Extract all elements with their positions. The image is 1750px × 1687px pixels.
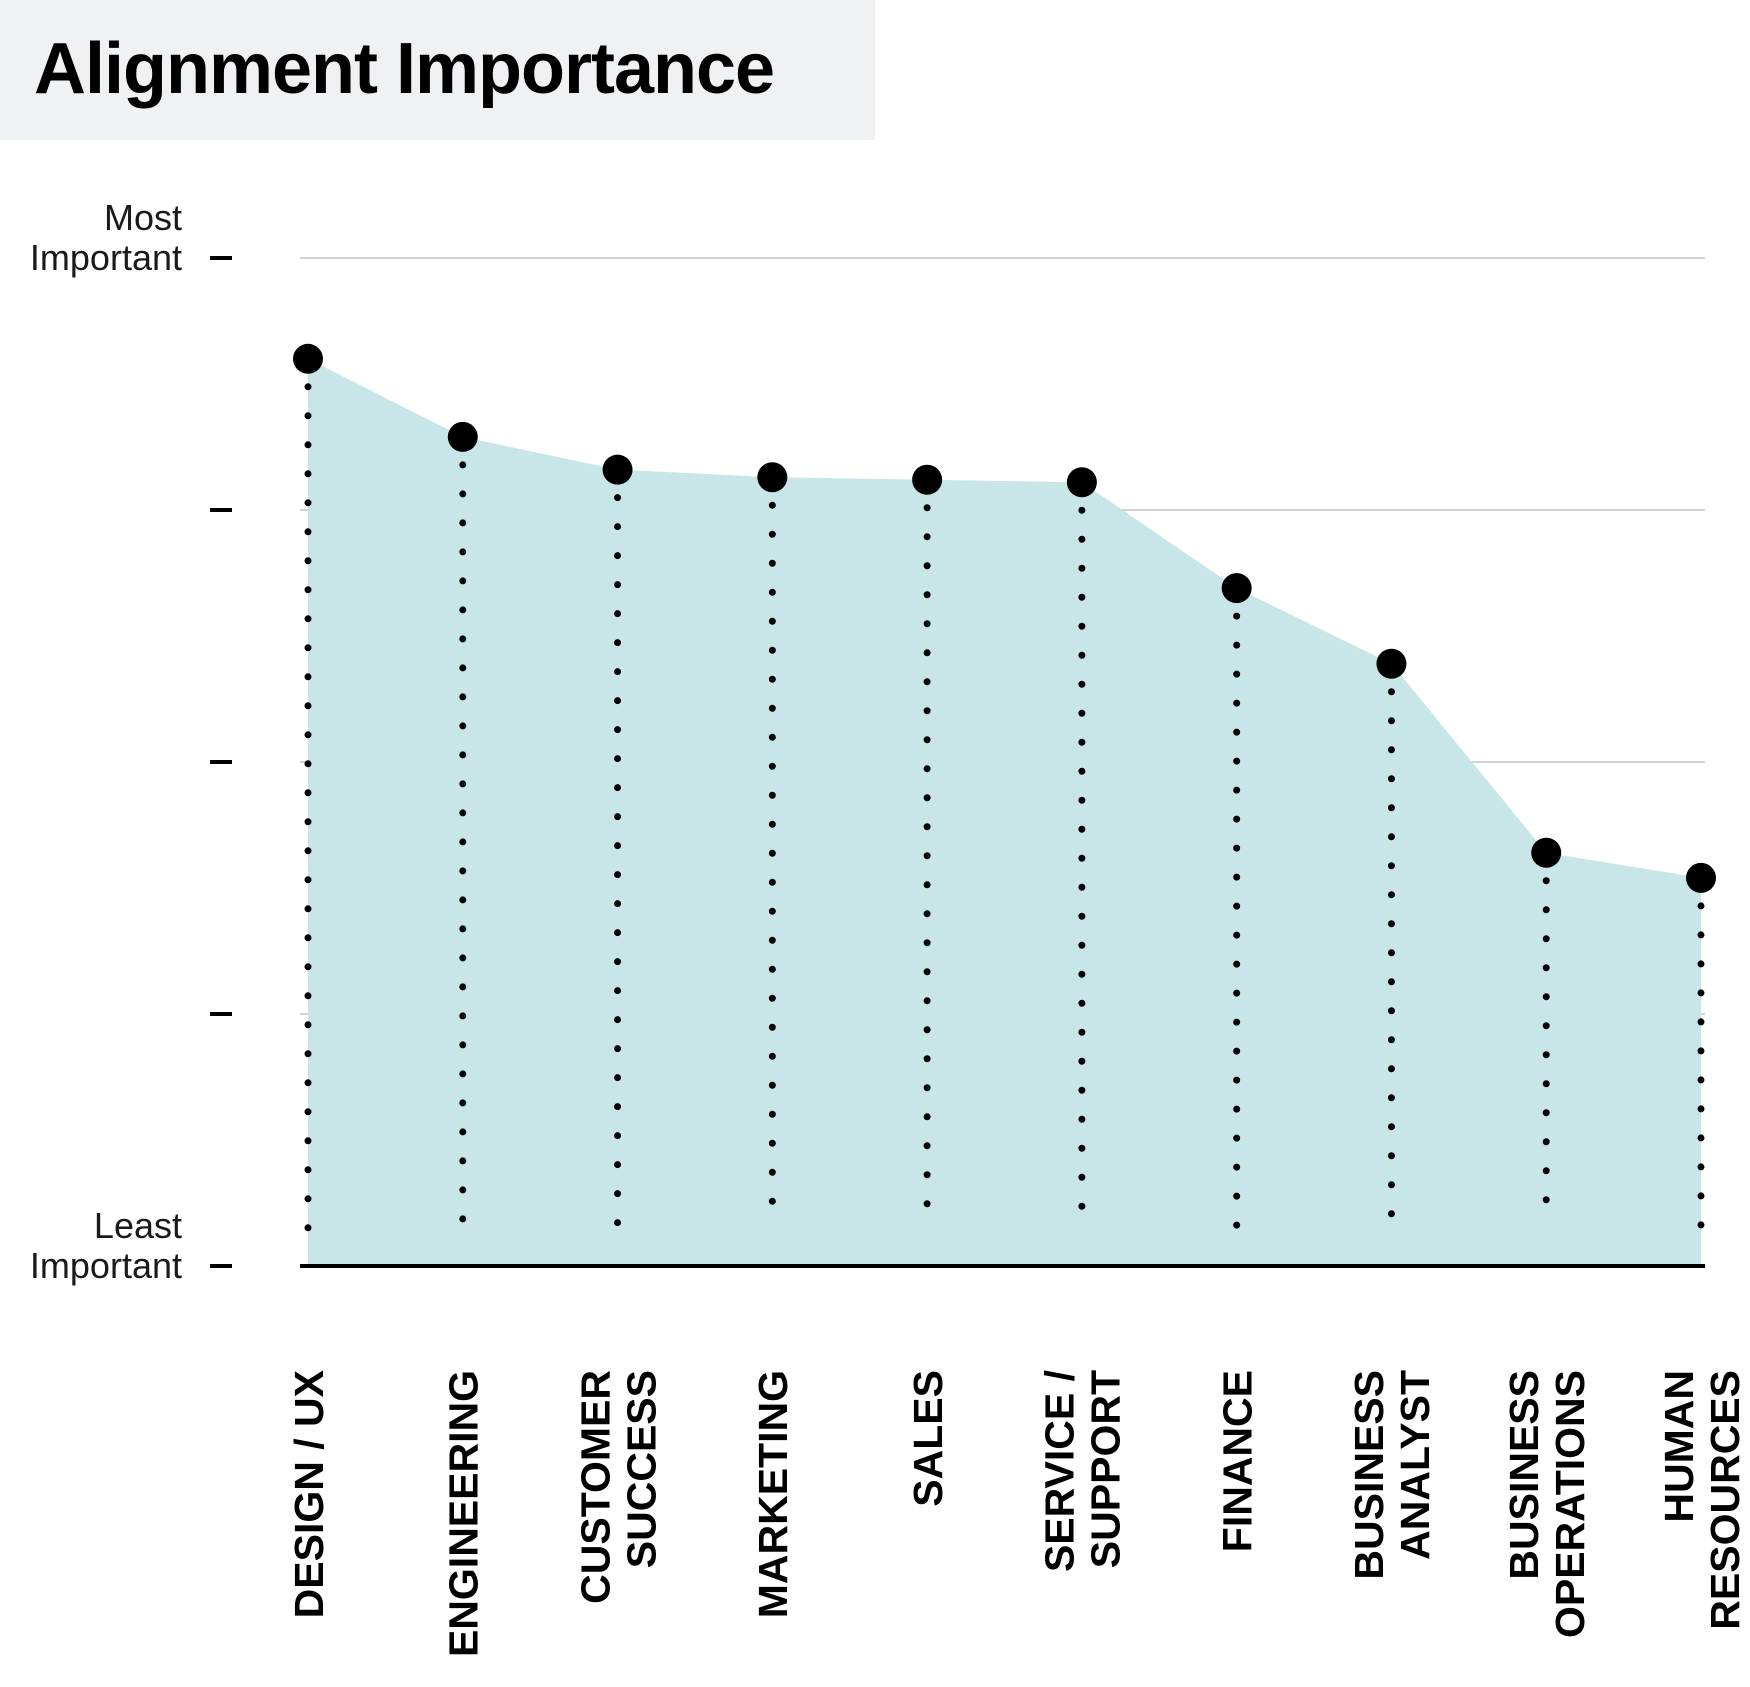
x-tick-label: DESIGN / UX <box>286 1370 332 1618</box>
x-tick-label: BUSINESSOPERATIONS <box>1501 1370 1593 1638</box>
data-point <box>1221 573 1252 604</box>
x-tick-label: FINANCE <box>1214 1370 1260 1552</box>
x-tick-label: MARKETING <box>750 1370 796 1618</box>
title-box: Alignment Importance <box>0 0 875 140</box>
x-axis-labels: DESIGN / UX ENGINEERING CUSTOMERSUCCESS MAR… <box>286 1370 1748 1657</box>
x-tick-label: ENGINEERING <box>441 1370 487 1657</box>
x-tick-label: BUSINESSANALYST <box>1346 1370 1438 1580</box>
x-tick-label: SERVICE /SUPPORT <box>1037 1370 1129 1572</box>
data-point <box>1376 648 1407 679</box>
data-point <box>1066 467 1097 498</box>
data-point <box>293 343 323 374</box>
y-tick-label: Most Important <box>30 197 182 278</box>
data-point <box>912 464 943 495</box>
data-point <box>447 421 478 452</box>
chart-title: Alignment Importance <box>34 29 775 109</box>
y-axis: Least Important Most Important <box>30 197 232 1286</box>
drop-lines <box>304 383 1705 1232</box>
x-tick-label: SALES <box>905 1370 951 1507</box>
data-point <box>602 454 633 485</box>
data-point <box>1686 862 1716 893</box>
area-layer <box>308 358 1701 1266</box>
area-fill <box>308 358 1701 1266</box>
data-point <box>1531 837 1562 868</box>
data-points <box>293 343 1716 893</box>
y-tick-label: Least Important <box>30 1205 182 1286</box>
x-tick-label: HUMANRESOURCES <box>1656 1370 1748 1630</box>
data-point <box>757 462 788 493</box>
x-tick-label: CUSTOMERSUCCESS <box>572 1370 664 1604</box>
